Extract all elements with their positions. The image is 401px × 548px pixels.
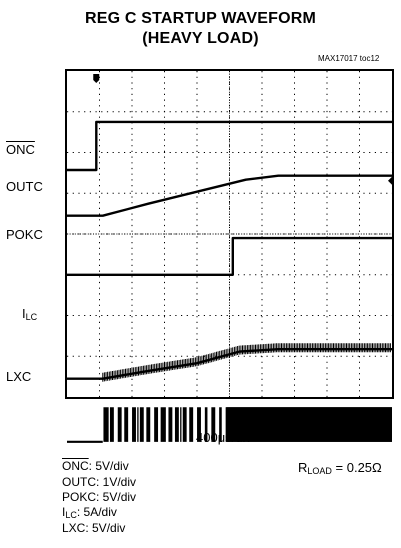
trigger-level-marker — [388, 177, 392, 185]
trigger-position-marker — [93, 74, 99, 83]
scale-ilc-sub: LC — [65, 510, 77, 520]
label-pokc: POKC — [6, 227, 43, 242]
label-lxc: LXC — [6, 369, 31, 384]
rload-value: = 0.25Ω — [332, 460, 382, 475]
label-ilc: ILC — [22, 306, 37, 322]
scale-onc: ONC: 5V/div — [62, 459, 129, 473]
trigger-markers — [93, 74, 392, 185]
scale-lxc: LXC: 5V/div — [62, 521, 125, 535]
rload-main: R — [298, 460, 307, 475]
rload-label: RLOAD = 0.25Ω — [298, 460, 382, 476]
label-onc: ONC — [6, 142, 35, 157]
scale-pokc: POKC: 5V/div — [62, 490, 136, 504]
scale-outc: OUTC: 1V/div — [62, 475, 136, 489]
rload-sub: LOAD — [307, 466, 332, 476]
label-outc: OUTC — [6, 179, 43, 194]
scale-ilc-value: : 5A/div — [77, 505, 117, 519]
label-ilc-sub: LC — [26, 312, 38, 322]
scale-onc-label: ONC — [62, 459, 89, 473]
scale-onc-value: : 5V/div — [89, 459, 129, 473]
scale-ilc: ILC: 5A/div — [62, 505, 117, 522]
timebase-label: 400μs/div — [196, 430, 252, 445]
